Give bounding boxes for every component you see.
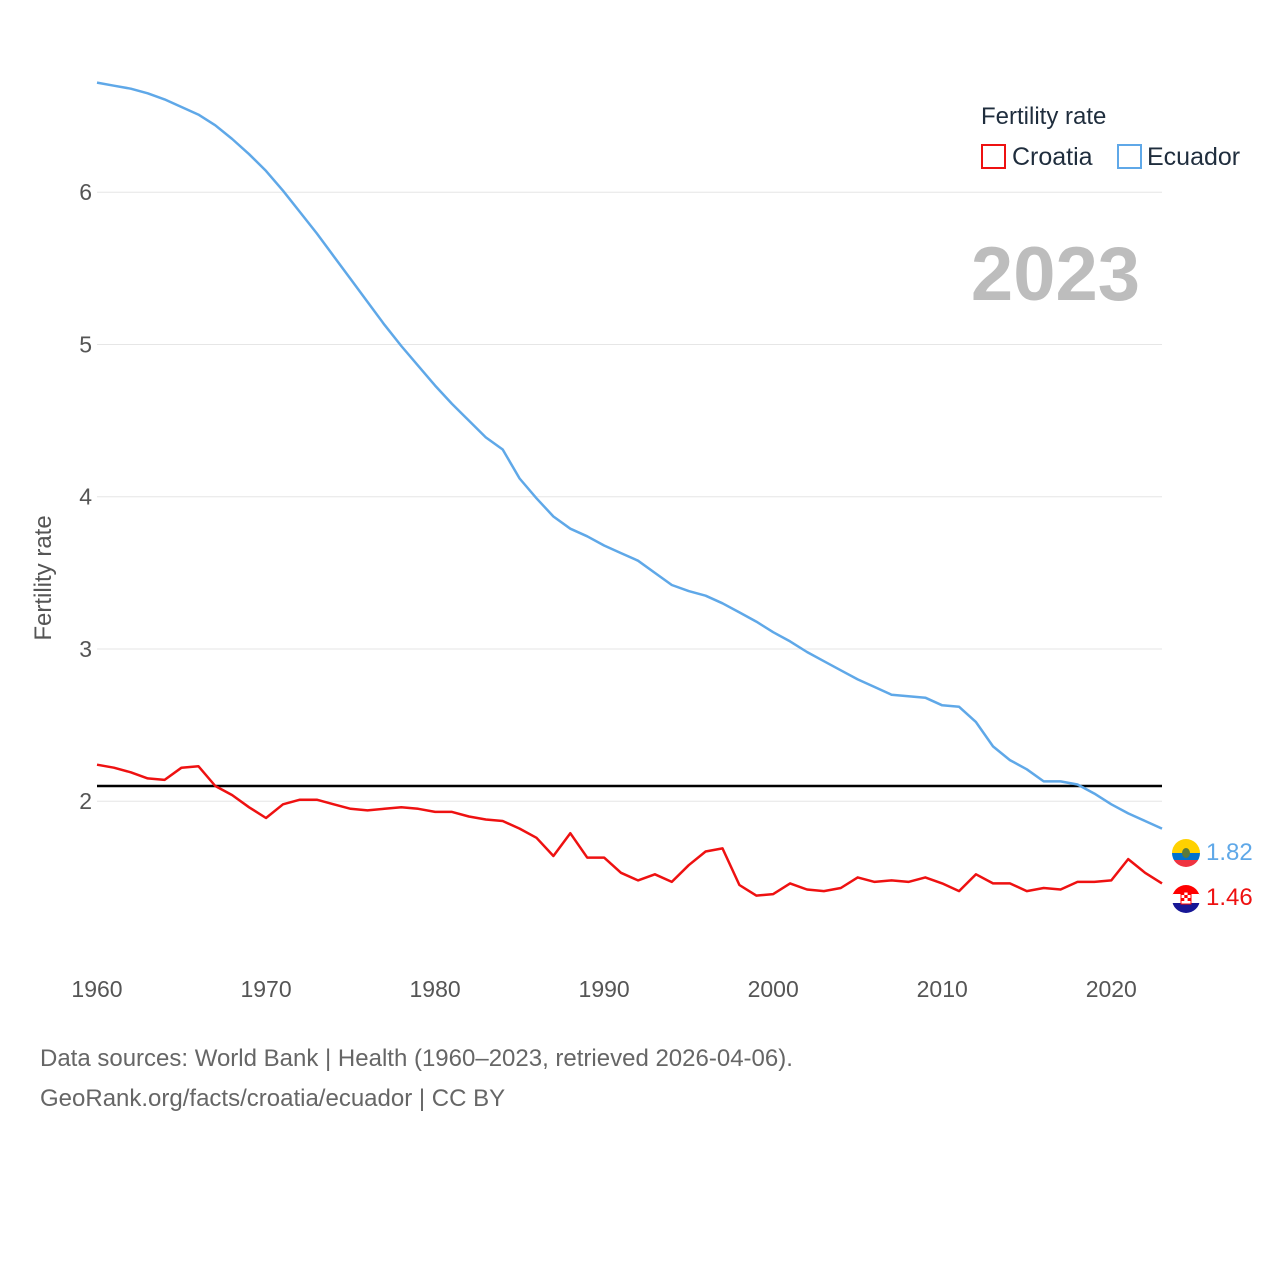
ecuador-flag-icon — [1172, 839, 1200, 867]
x-tick-label-2020: 2020 — [1086, 976, 1137, 1002]
y-tick-label-6: 6 — [79, 179, 92, 205]
x-tick-label-1990: 1990 — [579, 976, 630, 1002]
series-line-ecuador — [96, 81, 1163, 830]
year-label: 2023 — [971, 232, 1140, 317]
series-lines — [96, 81, 1163, 897]
ecuador-end-value: 1.82 — [1206, 839, 1253, 866]
croatia-end-marker: 1.46 — [1172, 884, 1253, 913]
source-line-2: GeoRank.org/facts/croatia/ecuador | CC B… — [40, 1085, 506, 1112]
ecuador-end-marker: 1.82 — [1172, 839, 1253, 867]
x-axis-ticks: 1960 1970 1980 1990 2000 2010 2020 — [71, 976, 1136, 1002]
y-tick-label-4: 4 — [79, 484, 92, 510]
y-axis-title: Fertility rate — [30, 515, 57, 640]
y-tick-label-3: 3 — [79, 636, 92, 662]
x-tick-label-1970: 1970 — [240, 976, 291, 1002]
croatia-end-value: 1.46 — [1206, 884, 1253, 911]
gridlines — [97, 191, 1162, 802]
x-tick-label-2000: 2000 — [748, 976, 799, 1002]
legend-item-ecuador[interactable]: Ecuador — [1117, 143, 1240, 171]
legend-swatch-croatia — [981, 144, 1006, 169]
x-tick-label-1960: 1960 — [71, 976, 122, 1002]
x-tick-label-1980: 1980 — [410, 976, 461, 1002]
legend-label-croatia: Croatia — [1012, 143, 1093, 171]
y-axis-ticks: 2 3 4 5 6 — [79, 179, 92, 814]
legend-label-ecuador: Ecuador — [1147, 143, 1240, 171]
legend-swatch-ecuador — [1117, 144, 1142, 169]
y-tick-label-2: 2 — [79, 788, 92, 814]
legend: Fertility rate Croatia Ecuador — [981, 103, 1240, 171]
x-tick-label-2010: 2010 — [917, 976, 968, 1002]
y-tick-label-5: 5 — [79, 331, 92, 357]
legend-item-croatia[interactable]: Croatia — [981, 143, 1093, 171]
legend-title: Fertility rate — [981, 103, 1106, 130]
series-line-croatia — [96, 763, 1163, 897]
croatia-flag-icon — [1172, 885, 1200, 913]
source-line-1: Data sources: World Bank | Health (1960–… — [40, 1045, 793, 1072]
